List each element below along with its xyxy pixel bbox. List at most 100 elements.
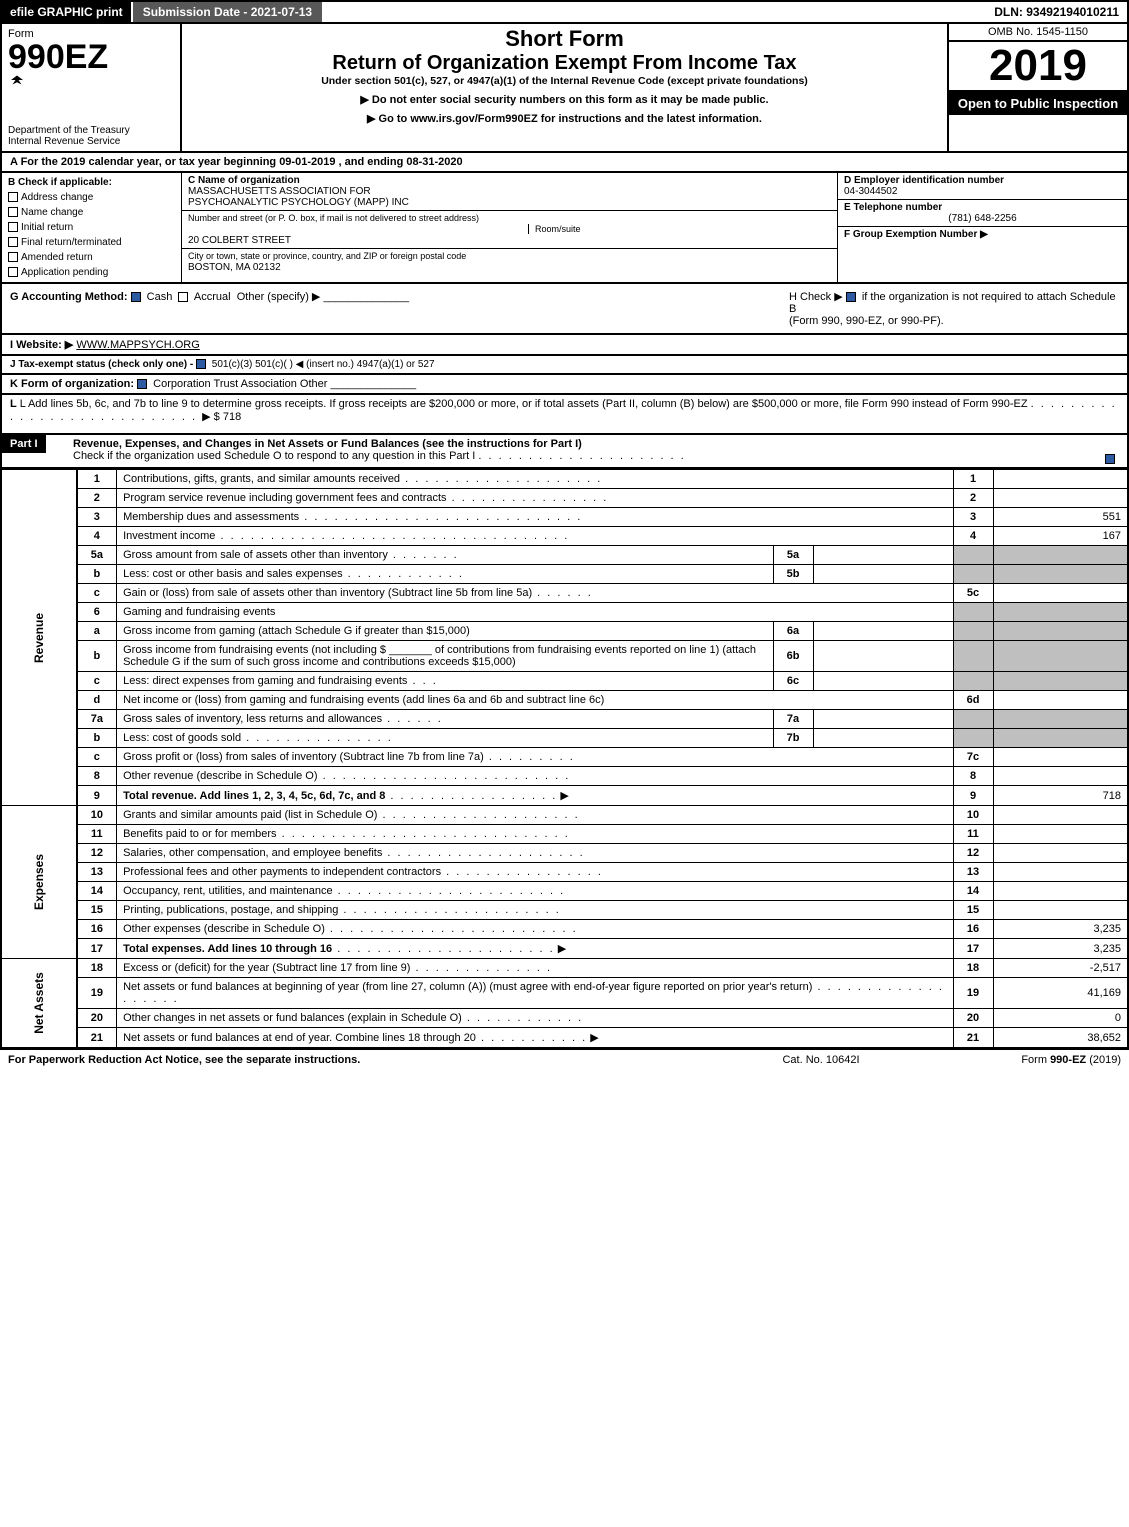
section-b-label: B Check if applicable: — [8, 177, 112, 188]
table-row: Revenue 1 Contributions, gifts, grants, … — [1, 470, 1128, 489]
cat-number: Cat. No. 10642I — [721, 1054, 921, 1066]
cb-application-pending[interactable]: Application pending — [8, 265, 175, 280]
top-bar: efile GRAPHIC print Submission Date - 20… — [0, 0, 1129, 24]
cb-501c3[interactable] — [196, 359, 206, 369]
dln: DLN: 93492194010211 — [986, 2, 1127, 22]
table-row: 9 Total revenue. Add lines 1, 2, 3, 4, 5… — [1, 786, 1128, 806]
table-row: c Less: direct expenses from gaming and … — [1, 672, 1128, 691]
irs-eagle-icon — [8, 74, 26, 92]
accrual-label: Accrual — [194, 291, 231, 303]
cb-schedule-b[interactable] — [846, 292, 856, 302]
section-g: G Accounting Method: Cash Accrual Other … — [10, 290, 789, 327]
table-row: 3 Membership dues and assessments . . . … — [1, 508, 1128, 527]
j-label: J Tax-exempt status (check only one) - — [10, 359, 193, 370]
sidebar-expenses: Expenses — [1, 806, 77, 959]
other-label: Other (specify) ▶ — [237, 291, 321, 303]
website-value[interactable]: WWW.MAPPSYCH.ORG — [76, 339, 199, 351]
sidebar-revenue: Revenue — [1, 470, 77, 806]
table-row: a Gross income from gaming (attach Sched… — [1, 622, 1128, 641]
e-label: E Telephone number — [844, 202, 942, 213]
org-info-block: B Check if applicable: Address change Na… — [0, 173, 1129, 284]
table-row: d Net income or (loss) from gaming and f… — [1, 691, 1128, 710]
ein-value: 04-3044502 — [844, 186, 897, 197]
h-label: H Check ▶ — [789, 291, 843, 303]
omb-number: OMB No. 1545-1150 — [949, 24, 1127, 42]
tax-year: 2019 — [949, 42, 1127, 92]
table-row: 6 Gaming and fundraising events — [1, 603, 1128, 622]
section-c: C Name of organization MASSACHUSETTS ASS… — [182, 173, 837, 282]
org-name-2: PSYCHOANALYTIC PSYCHOLOGY (MAPP) INC — [188, 197, 409, 208]
table-row: 21 Net assets or fund balances at end of… — [1, 1028, 1128, 1049]
other-changes-value: 0 — [993, 1009, 1128, 1028]
table-row: Expenses 10 Grants and similar amounts p… — [1, 806, 1128, 825]
other-expenses-value: 3,235 — [993, 920, 1128, 939]
table-row: Net Assets 18 Excess or (deficit) for th… — [1, 959, 1128, 978]
short-form-title: Short Form — [192, 26, 937, 52]
street-label: Number and street (or P. O. box, if mail… — [188, 213, 479, 223]
h-text3: (Form 990, 990-EZ, or 990-PF). — [789, 315, 944, 327]
part1-label: Part I — [2, 435, 46, 453]
total-revenue-value: 718 — [993, 786, 1128, 806]
cb-amended-return[interactable]: Amended return — [8, 250, 175, 265]
cb-cash[interactable] — [131, 292, 141, 302]
table-row: 17 Total expenses. Add lines 10 through … — [1, 939, 1128, 959]
paperwork-notice: For Paperwork Reduction Act Notice, see … — [8, 1054, 721, 1066]
l-amount: ▶ $ 718 — [202, 411, 241, 423]
irs-label: Internal Revenue Service — [8, 136, 174, 147]
cb-final-return[interactable]: Final return/terminated — [8, 235, 175, 250]
open-to-public: Open to Public Inspection — [949, 92, 1127, 115]
header-center: Short Form Return of Organization Exempt… — [182, 24, 947, 151]
form-header: Form 990EZ Department of the Treasury In… — [0, 24, 1129, 153]
part1-check-text: Check if the organization used Schedule … — [73, 450, 475, 462]
g-label: G Accounting Method: — [10, 291, 128, 303]
cb-address-change[interactable]: Address change — [8, 190, 175, 205]
header-right: OMB No. 1545-1150 2019 Open to Public In… — [947, 24, 1127, 151]
efile-label[interactable]: efile GRAPHIC print — [2, 2, 131, 22]
table-row: b Less: cost or other basis and sales ex… — [1, 565, 1128, 584]
table-row: b Less: cost of goods sold . . . . . . .… — [1, 729, 1128, 748]
table-row: c Gain or (loss) from sale of assets oth… — [1, 584, 1128, 603]
section-a-period: A For the 2019 calendar year, or tax yea… — [0, 153, 1129, 173]
phone-value: (781) 648-2256 — [844, 213, 1121, 224]
cb-corporation[interactable] — [137, 379, 147, 389]
cb-initial-return[interactable]: Initial return — [8, 220, 175, 235]
j-options: 501(c)(3) 501(c)( ) ◀ (insert no.) 4947(… — [212, 359, 435, 370]
cash-label: Cash — [147, 291, 173, 303]
goto-link[interactable]: ▶ Go to www.irs.gov/Form990EZ for instru… — [192, 112, 937, 125]
section-k: K Form of organization: Corporation Trus… — [0, 375, 1129, 395]
c-label: C Name of organization — [188, 175, 300, 186]
street-address: 20 COLBERT STREET — [188, 235, 291, 246]
table-row: 7a Gross sales of inventory, less return… — [1, 710, 1128, 729]
section-j: J Tax-exempt status (check only one) - 5… — [0, 356, 1129, 375]
subtitle: Under section 501(c), 527, or 4947(a)(1)… — [192, 75, 937, 87]
k-options: Corporation Trust Association Other — [153, 378, 327, 390]
table-row: 11 Benefits paid to or for members . . .… — [1, 825, 1128, 844]
table-row: 19 Net assets or fund balances at beginn… — [1, 978, 1128, 1009]
cb-accrual[interactable] — [178, 292, 188, 302]
page-footer: For Paperwork Reduction Act Notice, see … — [0, 1049, 1129, 1070]
ssn-warning: ▶ Do not enter social security numbers o… — [192, 93, 937, 106]
cb-name-change[interactable]: Name change — [8, 205, 175, 220]
d-label: D Employer identification number — [844, 175, 1004, 186]
cb-schedule-o[interactable] — [1105, 454, 1115, 464]
part1-title: Revenue, Expenses, and Changes in Net As… — [73, 438, 582, 450]
return-title: Return of Organization Exempt From Incom… — [192, 52, 937, 75]
f-label: F Group Exemption Number ▶ — [844, 229, 988, 240]
city-label: City or town, state or province, country… — [188, 251, 466, 261]
submission-date: Submission Date - 2021-07-13 — [131, 2, 324, 22]
room-label: Room/suite — [528, 224, 581, 234]
form-ref: Form 990-EZ (2019) — [921, 1054, 1121, 1066]
part1-header: Part I Revenue, Expenses, and Changes in… — [0, 435, 1129, 469]
table-row: 13 Professional fees and other payments … — [1, 863, 1128, 882]
form-table: Revenue 1 Contributions, gifts, grants, … — [0, 469, 1129, 1049]
table-row: 4 Investment income . . . . . . . . . . … — [1, 527, 1128, 546]
table-row: c Gross profit or (loss) from sales of i… — [1, 748, 1128, 767]
table-row: 2 Program service revenue including gove… — [1, 489, 1128, 508]
excess-deficit-value: -2,517 — [993, 959, 1128, 978]
total-expenses-value: 3,235 — [993, 939, 1128, 959]
l-text: L Add lines 5b, 6c, and 7b to line 9 to … — [20, 398, 1028, 410]
section-i: I Website: ▶ WWW.MAPPSYCH.ORG — [0, 335, 1129, 356]
table-row: 20 Other changes in net assets or fund b… — [1, 1009, 1128, 1028]
section-gh: G Accounting Method: Cash Accrual Other … — [0, 284, 1129, 335]
investment-income-value: 167 — [993, 527, 1128, 546]
